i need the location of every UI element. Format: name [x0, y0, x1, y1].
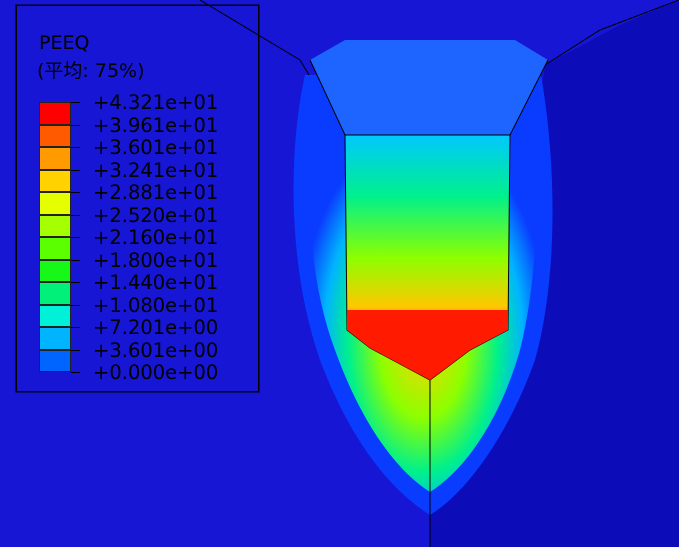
legend-value-label: +2.160e+01	[93, 226, 219, 249]
legend-color-swatch	[39, 192, 71, 215]
legend-value-label: +1.440e+01	[93, 271, 219, 294]
legend-color-swatch	[39, 169, 71, 192]
mesh-edge-line	[509, 59, 549, 136]
legend-value-label: +7.201e+00	[93, 316, 219, 339]
legend-value-label: +2.520e+01	[93, 203, 219, 227]
legend-tick	[71, 349, 80, 351]
legend-value-label: +3.961e+01	[93, 113, 219, 137]
legend-tick	[71, 192, 80, 193]
legend-tick	[71, 372, 80, 373]
legend-color-swatch	[39, 327, 71, 350]
legend-tick	[71, 282, 80, 283]
legend-color-swatch	[39, 214, 71, 237]
legend-value-label: +1.800e+01	[93, 248, 219, 272]
legend-value-label: +0.000e+00	[93, 361, 219, 384]
legend-tick	[71, 214, 80, 216]
top-rim-band	[310, 40, 548, 135]
mesh-edge-line	[309, 59, 346, 136]
legend: PEEQ (平均: 75%) +4.321e+01 +3.961e+01 +3.60…	[16, 5, 259, 392]
legend-value-label: +4.321e+01	[93, 91, 219, 114]
legend-color-swatch	[39, 282, 71, 305]
legend-tick	[71, 169, 80, 171]
legend-color-swatch	[39, 124, 71, 147]
legend-value-label: +1.080e+01	[93, 293, 219, 317]
legend-tick	[71, 327, 80, 328]
legend-color-swatch	[39, 237, 71, 260]
legend-value-label: +3.241e+01	[93, 158, 219, 182]
legend-tick	[71, 147, 80, 148]
legend-tick	[71, 124, 80, 126]
legend-color-swatch	[39, 147, 71, 170]
mesh-edge-line	[544, 0, 679, 66]
indent-tip-zone	[347, 310, 508, 380]
legend-tick	[71, 102, 80, 103]
legend-color-swatch	[39, 349, 71, 372]
legend-tick	[71, 304, 80, 306]
legend-title: PEEQ	[39, 32, 90, 54]
legend-tick	[71, 259, 80, 261]
legend-color-swatch	[39, 304, 71, 327]
legend-color-swatch	[39, 102, 71, 125]
legend-tick	[71, 237, 80, 238]
legend-value-label: +3.601e+00	[93, 338, 219, 362]
legend-subtitle: (平均: 75%)	[37, 60, 145, 82]
legend-color-swatch	[39, 259, 71, 282]
legend-value-label: +3.601e+01	[93, 136, 219, 159]
legend-value-label: +2.881e+01	[93, 181, 219, 204]
